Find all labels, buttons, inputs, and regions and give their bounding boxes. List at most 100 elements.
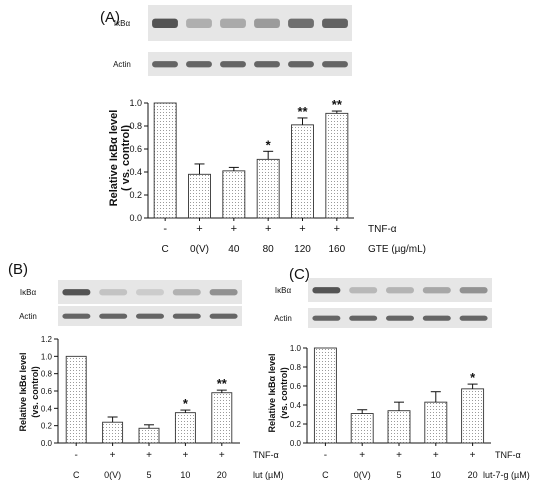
actin-blot: Actin — [113, 52, 352, 76]
y-axis-label-line2: (vs. control) — [279, 367, 289, 419]
bar — [291, 124, 314, 219]
blot-band — [99, 313, 128, 319]
blot-band — [254, 61, 280, 68]
y-tick-label: 0.6 — [129, 144, 142, 154]
y-axis-label-line2: (vs. control) — [30, 366, 40, 418]
y-tick-label: 0.0 — [290, 439, 302, 448]
panel-b: (B) IκBα Actin 0.0 0.2 0.4 0.6 0.8 1.0 1.2 Relativ… — [8, 261, 284, 480]
x-tick-label: 0(V) — [354, 470, 371, 480]
treatment-label: TNF-α — [495, 450, 521, 460]
panel-label: (A) — [100, 9, 120, 26]
blot-band — [136, 313, 164, 319]
x-tick-label: 10 — [431, 470, 441, 480]
bar — [174, 412, 196, 444]
y-tick-label: 0.8 — [290, 363, 302, 372]
x-tick-label: C — [73, 470, 80, 480]
blot-band — [386, 287, 414, 294]
significance-mark: ** — [332, 97, 343, 112]
x-tick-label: 0(V) — [104, 470, 121, 480]
blot-band — [288, 61, 314, 68]
treatment-sign: + — [359, 450, 365, 461]
panel-label: (C) — [289, 266, 310, 283]
blot-band — [312, 315, 341, 321]
treatment-sign: + — [182, 450, 188, 461]
blot-band — [349, 315, 378, 321]
blot-band — [62, 289, 91, 296]
bar — [222, 170, 246, 219]
bar — [424, 401, 448, 444]
treatment-sign: + — [196, 223, 202, 235]
y-tick-label: 0.8 — [41, 370, 53, 379]
blot-band — [459, 315, 488, 321]
bar — [188, 173, 211, 219]
y-tick-label: 1.0 — [41, 352, 53, 361]
treatment-label: TNF-α — [253, 450, 279, 460]
treatment-sign: + — [396, 450, 402, 461]
significance-mark: ** — [297, 104, 308, 119]
y-tick-label: 1.0 — [129, 98, 142, 108]
blot-band — [62, 313, 91, 319]
x-tick-label: 5 — [146, 470, 151, 480]
y-tick-label: 0.6 — [41, 387, 53, 396]
y-tick-label: 0.2 — [41, 422, 53, 431]
blot-band — [186, 18, 212, 29]
blot-band — [322, 61, 348, 68]
blot-band — [459, 287, 488, 294]
treatment-sign: + — [231, 223, 237, 235]
x-tick-label: 20 — [468, 470, 478, 480]
y-tick-label: 0.2 — [129, 190, 142, 200]
panel-c: (C) IκBα Actin 0.0 0.2 0.4 0.6 0.8 1.0 Relative I… — [267, 266, 530, 480]
blot-label: IκBα — [275, 286, 292, 295]
y-tick-label: 0.0 — [41, 439, 53, 448]
treatment-sign: + — [299, 223, 305, 235]
significance-mark: * — [470, 370, 476, 385]
significance-mark: * — [183, 396, 189, 411]
treatment-sign: + — [433, 450, 439, 461]
blot-band — [209, 313, 238, 319]
y-tick-label: 0.4 — [129, 167, 142, 177]
treatment-sign: + — [146, 450, 152, 461]
treatment-sign: - — [163, 223, 167, 235]
y-tick-label: 0.2 — [290, 420, 302, 429]
blot-band — [172, 289, 201, 296]
ikba-blot: IκBα — [20, 280, 242, 304]
bar — [461, 388, 485, 444]
ikba-blot: IκBα — [275, 278, 492, 302]
y-tick-label: 0.4 — [290, 401, 302, 410]
x-unit-label: lut-7-g (µM) — [483, 470, 530, 480]
panel-a: (A)IκBα Actin 0.0 0.2 0.4 0.6 0.8 1.0 Relative I… — [100, 5, 426, 255]
treatment-sign: + — [110, 450, 116, 461]
blot-band — [422, 287, 451, 294]
blot-background — [148, 5, 352, 41]
x-tick-label: C — [322, 470, 329, 480]
blot-band — [186, 61, 212, 68]
blot-band — [136, 289, 164, 296]
blot-band — [254, 18, 280, 29]
x-tick-label: 120 — [294, 244, 311, 255]
y-tick-label: 0.8 — [129, 121, 142, 131]
treatment-sign: - — [324, 450, 327, 461]
blot-label: IκBα — [20, 288, 37, 297]
treatment-sign: + — [470, 450, 476, 461]
blot-band — [172, 313, 201, 319]
blot-band — [312, 287, 341, 294]
treatment-sign: + — [265, 223, 271, 235]
bar — [313, 347, 337, 444]
significance-mark: ** — [217, 376, 228, 391]
blot-background — [148, 52, 352, 76]
bar — [211, 392, 233, 444]
ikba-blot: IκBα — [114, 5, 352, 41]
bar — [102, 421, 124, 444]
x-tick-label: 0(V) — [190, 244, 209, 255]
y-tick-label: 0.4 — [41, 404, 53, 413]
blot-label: Actin — [19, 312, 37, 321]
x-tick-label: 40 — [228, 244, 240, 255]
significance-mark: * — [266, 137, 272, 152]
y-axis-label: Relative IκBα level — [108, 110, 120, 207]
treatment-sign: - — [75, 450, 78, 461]
blot-band — [152, 61, 178, 68]
y-tick-label: 1.0 — [290, 344, 302, 353]
bar — [256, 158, 280, 219]
blot-label: Actin — [274, 314, 292, 323]
blot-band — [209, 289, 238, 296]
